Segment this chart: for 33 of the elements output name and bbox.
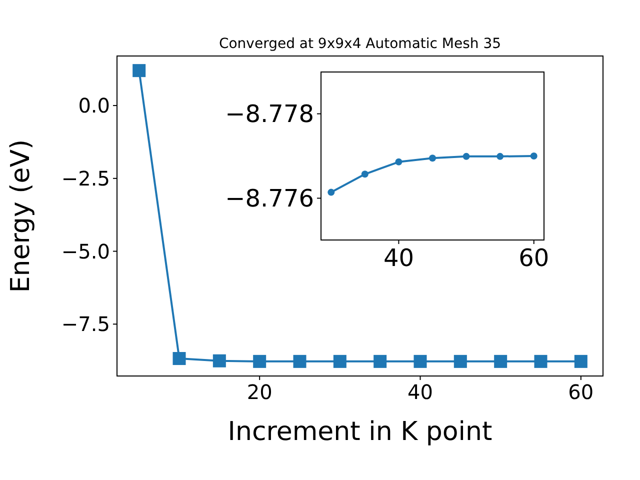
x-tick-label: 60 <box>518 244 550 272</box>
y-tick-label: −8.776 <box>225 184 314 213</box>
point <box>429 154 436 162</box>
point <box>212 354 226 368</box>
point <box>395 158 402 166</box>
y-tick-label: −7.5 <box>61 312 110 336</box>
point <box>414 354 427 368</box>
x-tick-label: 40 <box>408 380 433 404</box>
point <box>494 354 508 368</box>
y-tick-label: −5.0 <box>61 239 110 264</box>
point <box>574 354 588 368</box>
point <box>253 354 266 368</box>
x-axis-title: Increment in K point <box>228 417 492 447</box>
point <box>462 152 470 160</box>
point <box>132 64 146 78</box>
point <box>496 152 504 160</box>
point <box>454 354 467 368</box>
point <box>333 354 346 368</box>
point <box>361 170 368 178</box>
point <box>534 354 548 368</box>
point <box>530 152 538 160</box>
y-tick-label: 0.0 <box>78 94 110 118</box>
x-tick-label: 60 <box>568 380 594 404</box>
y-axis-title: Energy (eV) <box>6 139 36 293</box>
point <box>374 354 387 368</box>
y-tick-label: −2.5 <box>61 166 110 190</box>
chart-title: Converged at 9x9x4 Automatic Mesh 35 <box>218 36 502 52</box>
x-tick-label: 40 <box>383 244 414 272</box>
point <box>172 352 186 366</box>
point <box>328 188 335 196</box>
y-tick-label: −8.778 <box>225 100 314 128</box>
point <box>293 354 306 368</box>
x-tick-label: 20 <box>246 380 272 404</box>
